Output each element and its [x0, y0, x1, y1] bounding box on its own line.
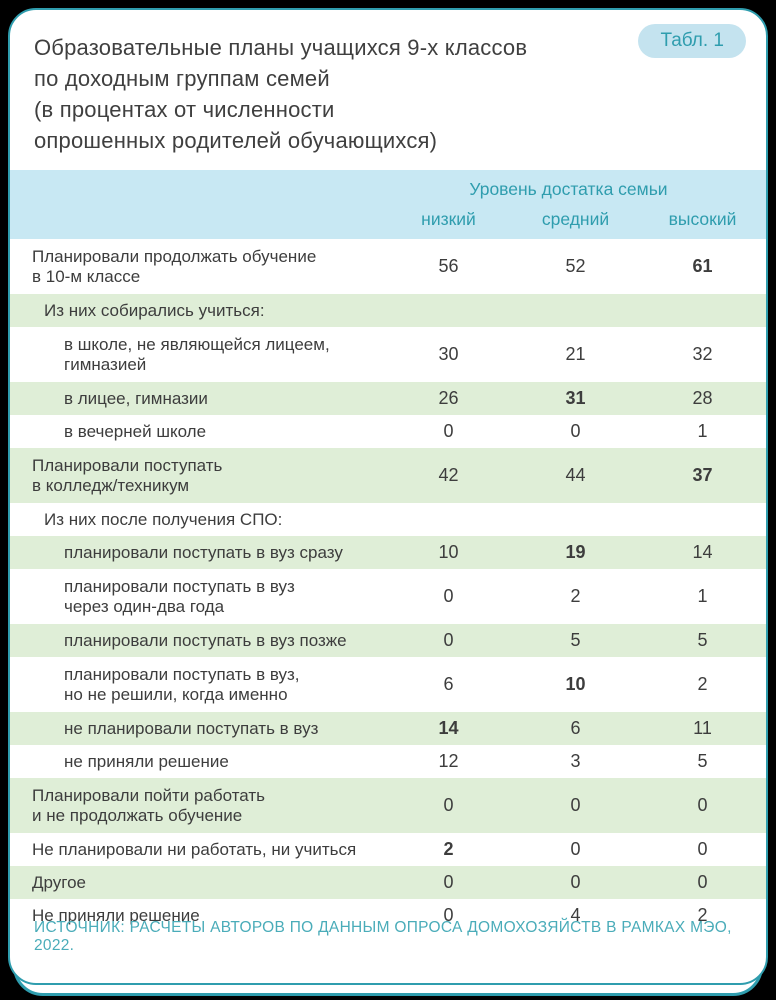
table-row: планировали поступать в вуз через один-д… [10, 569, 766, 624]
value-cell: 0 [697, 839, 708, 859]
value-cell: 2 [697, 905, 708, 925]
value-cell: 6 [443, 674, 454, 694]
row-label: планировали поступать в вуз позже [64, 630, 347, 650]
row-label: в лицее, гимназии [64, 388, 208, 408]
value-cell: 11 [693, 718, 712, 738]
row-label: в вечерней школе [64, 421, 207, 441]
row-label: планировали поступать в вуз, но не решил… [64, 664, 300, 704]
table-row: не приняли решение 12 3 5 [10, 745, 766, 778]
value-cell: 31 [565, 388, 586, 408]
column-header-low: низкий [421, 209, 476, 229]
row-label: планировали поступать в вуз через один-д… [64, 576, 295, 616]
table-number-badge: Табл. 1 [638, 24, 746, 58]
value-cell: 26 [438, 388, 459, 408]
row-label: Не планировали ни работать, ни учиться [32, 839, 357, 859]
value-cell: 5 [697, 751, 708, 771]
row-label: Планировали поступать в колледж/техникум [32, 455, 223, 495]
value-cell: 19 [565, 542, 586, 562]
value-cell: 14 [692, 542, 713, 562]
value-cell: 10 [565, 674, 586, 694]
value-cell: 0 [570, 839, 581, 859]
value-cell: 6 [570, 718, 581, 738]
source-note: ИСТОЧНИК: РАСЧЕТЫ АВТОРОВ ПО ДАННЫМ ОПРО… [34, 919, 732, 954]
table-body: Планировали продолжать обучение в 10-м к… [10, 239, 766, 932]
table-row: в лицее, гимназии 26 31 28 [10, 382, 766, 415]
row-label: не приняли решение [64, 751, 229, 771]
value-cell: 56 [438, 256, 459, 276]
value-cell: 42 [438, 465, 459, 485]
row-label: планировали поступать в вуз сразу [64, 542, 343, 562]
value-cell: 5 [697, 630, 708, 650]
data-table: Уровень достатка семьи низкий средний вы… [10, 170, 766, 932]
value-cell: 5 [570, 630, 581, 650]
column-header-mid: средний [541, 209, 610, 229]
value-cell: 0 [443, 872, 454, 892]
table-row: в школе, не являющейся лицеем, гимназией… [10, 327, 766, 382]
table-card: Образовательные планы учащихся 9-х класс… [8, 8, 768, 985]
value-cell: 0 [570, 795, 581, 815]
value-cell: 44 [565, 465, 586, 485]
table-row: Из них после получения СПО: [10, 503, 766, 536]
value-cell: 0 [443, 421, 454, 441]
value-cell: 21 [565, 344, 586, 364]
value-cell: 2 [697, 674, 708, 694]
value-cell: 0 [570, 421, 581, 441]
row-label: Из них после получения СПО: [44, 509, 283, 529]
table-row: Не планировали ни работать, ни учиться 2 0… [10, 833, 766, 866]
table-row: Планировали продолжать обучение в 10-м к… [10, 239, 766, 294]
value-cell: 0 [697, 872, 708, 892]
value-cell: 28 [692, 388, 713, 408]
column-group-header: Уровень достатка семьи [469, 179, 668, 199]
value-cell: 52 [565, 256, 586, 276]
value-cell: 1 [697, 421, 708, 441]
value-cell: 4 [570, 905, 581, 925]
value-cell: 3 [570, 751, 581, 771]
row-label: Другое [32, 872, 87, 892]
table-header: Уровень достатка семьи низкий средний вы… [10, 170, 766, 239]
value-cell: 2 [570, 586, 581, 606]
table-row: Не приняли решение 0 4 2 [10, 899, 766, 932]
table-row: Другое 0 0 0 [10, 866, 766, 899]
table-row: Планировали поступать в колледж/техникум… [10, 448, 766, 503]
column-header-high: высокий [668, 209, 737, 229]
row-label: Не приняли решение [32, 905, 200, 925]
row-label: в школе, не являющейся лицеем, гимназией [64, 334, 330, 374]
table-row: планировали поступать в вуз позже 0 5 5 [10, 624, 766, 657]
page-title: Образовательные планы учащихся 9-х класс… [34, 35, 528, 153]
value-cell: 0 [443, 795, 454, 815]
value-cell: 1 [697, 586, 708, 606]
value-cell: 32 [692, 344, 713, 364]
title-block: Образовательные планы учащихся 9-х класс… [10, 10, 766, 170]
value-cell: 2 [443, 839, 454, 859]
value-cell: 30 [438, 344, 459, 364]
row-label: Планировали пойти работать и не продолжа… [32, 785, 266, 825]
table-row: Планировали пойти работать и не продолжа… [10, 778, 766, 833]
value-cell: 0 [697, 795, 708, 815]
table-row: не планировали поступать в вуз 14 6 11 [10, 712, 766, 745]
value-cell: 14 [438, 718, 459, 738]
table-row: планировали поступать в вуз, но не решил… [10, 657, 766, 712]
value-cell: 37 [692, 465, 713, 485]
table-row: в вечерней школе 0 0 1 [10, 415, 766, 448]
row-label: не планировали поступать в вуз [64, 718, 319, 738]
value-cell: 10 [438, 542, 459, 562]
table-row: Из них собирались учиться: [10, 294, 766, 327]
value-cell: 12 [438, 751, 459, 771]
value-cell: 0 [570, 872, 581, 892]
value-cell: 0 [443, 586, 454, 606]
value-cell: 0 [443, 630, 454, 650]
row-label: Планировали продолжать обучение в 10-м к… [32, 246, 317, 286]
value-cell: 0 [443, 905, 454, 925]
table-row: планировали поступать в вуз сразу 10 19 14 [10, 536, 766, 569]
value-cell: 61 [692, 256, 713, 276]
row-label: Из них собирались учиться: [44, 300, 265, 320]
